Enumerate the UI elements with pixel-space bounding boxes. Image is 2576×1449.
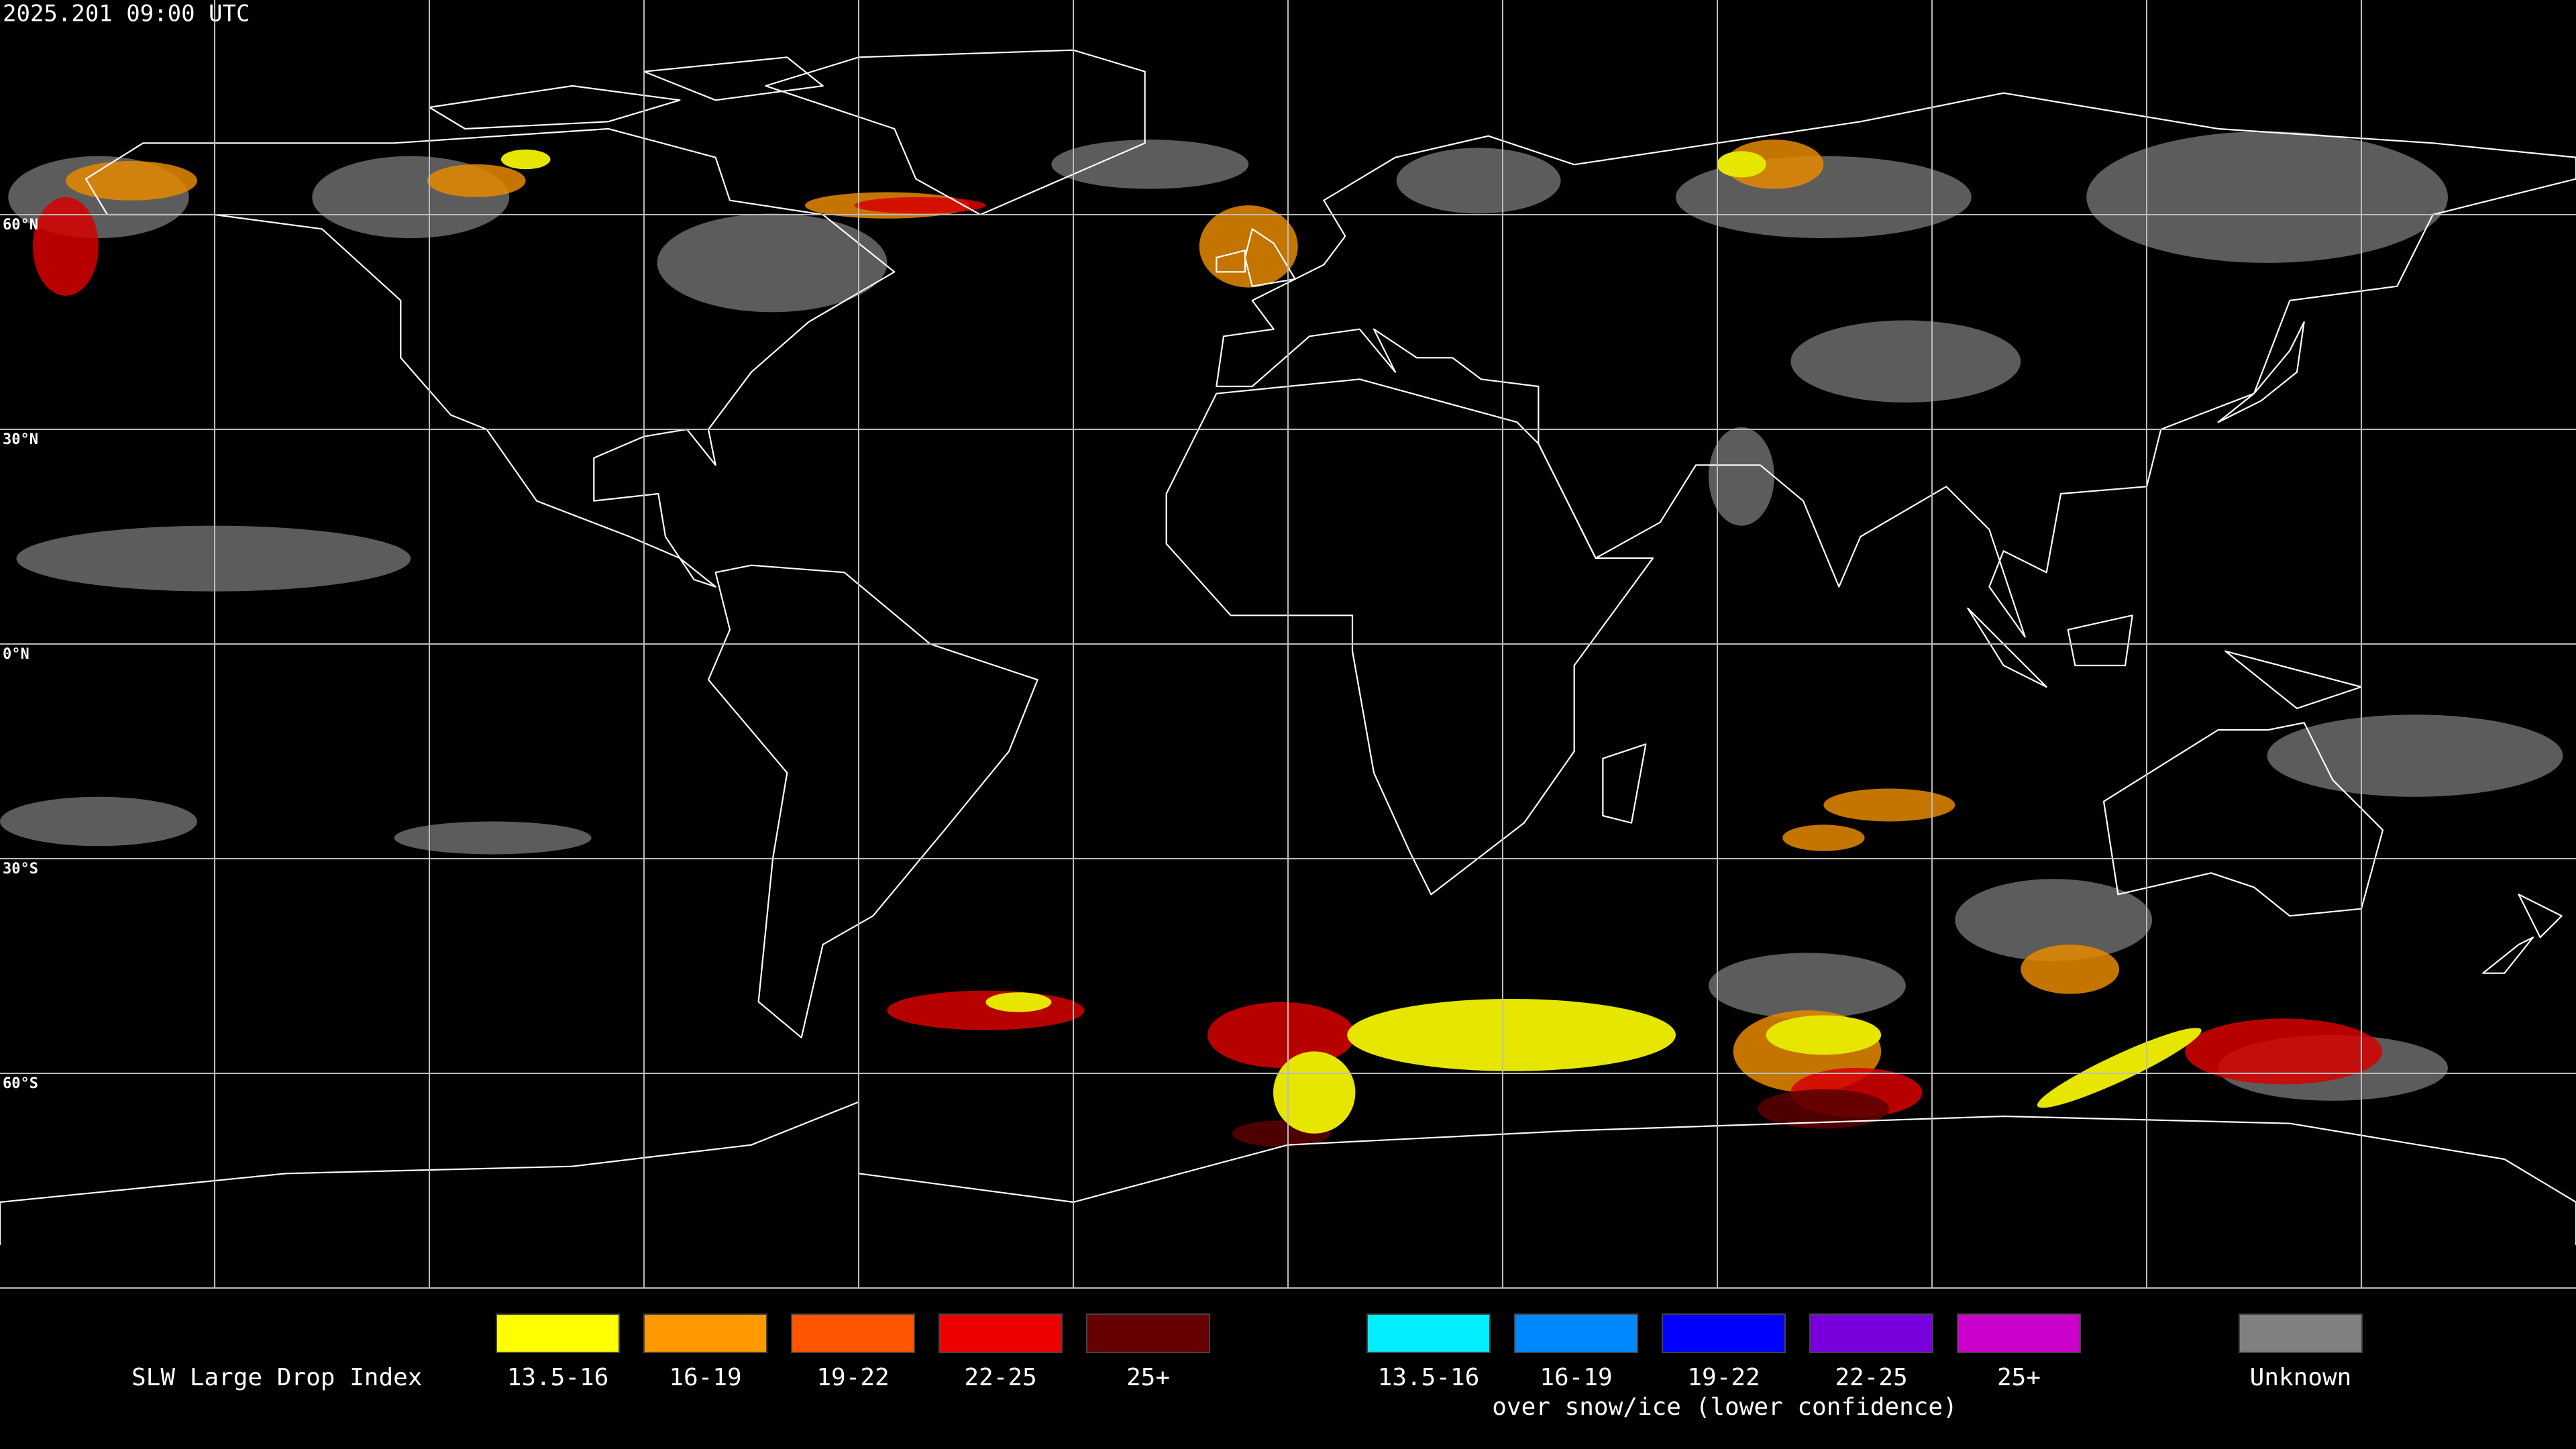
timestamp: 2025.201 09:00 UTC: [3, 1, 250, 28]
legend-label: 13.5-16: [1378, 1364, 1480, 1391]
legend-swatch: [1514, 1313, 1638, 1353]
legend-label: Unknown: [2250, 1364, 2352, 1391]
legend-label: 25+: [1126, 1364, 1170, 1391]
latitude-labels: 60°N 30°N 0°N 30°S 60°S: [3, 217, 38, 1092]
legend-swatch: [2239, 1313, 2363, 1353]
north-america-coast: [86, 129, 894, 587]
legend-swatch: [1086, 1313, 1210, 1353]
legend-swatch: [1957, 1313, 2081, 1353]
greenland-coast: [765, 50, 1144, 215]
legend-swatch: [1662, 1313, 1786, 1353]
latitude-label: 30°S: [3, 861, 38, 877]
south-america-coast: [708, 566, 1038, 1038]
legend-swatch: [1366, 1313, 1491, 1353]
legend-swatch: [496, 1313, 620, 1353]
legend-label: 19-22: [816, 1364, 889, 1391]
legend-title: SLW Large Drop Index: [131, 1364, 422, 1391]
eurasia-coast: [1216, 93, 2576, 637]
cloud-patches: [0, 131, 2563, 1147]
legend-label: 16-19: [1540, 1364, 1612, 1391]
australia-coast: [2104, 722, 2383, 916]
legend-panel: [0, 1288, 2576, 1449]
graticule: [0, 0, 2576, 1288]
legend-label: 22-25: [1835, 1364, 1907, 1391]
legend-swatch: [791, 1313, 915, 1353]
snow-caption: over snow/ice (lower confidence): [1492, 1393, 1957, 1421]
latitude-label: 0°N: [3, 646, 30, 663]
latitude-label: 60°S: [3, 1075, 38, 1092]
legend-swatch: [643, 1313, 767, 1353]
legend-label: 13.5-16: [507, 1364, 609, 1391]
madagascar-coast: [1603, 744, 1646, 822]
latitude-label: 30°N: [3, 431, 38, 448]
new-zealand-coast: [2483, 894, 2561, 973]
japan-coast: [2218, 322, 2304, 422]
africa-coast: [1167, 379, 1653, 894]
indonesia-coast: [1968, 608, 2361, 708]
legend-label: 19-22: [1687, 1364, 1760, 1391]
latitude-label: 60°N: [3, 217, 38, 233]
legend-swatch: [1809, 1313, 1933, 1353]
legend-label: 22-25: [964, 1364, 1036, 1391]
legend-label: 25+: [1997, 1364, 2041, 1391]
legend-label: 16-19: [669, 1364, 741, 1391]
legend: 13.5-16 16-19 19-22 22-25 25+ 13.5-16 16-19 19-…: [496, 1313, 2363, 1391]
legend-swatch: [938, 1313, 1063, 1353]
